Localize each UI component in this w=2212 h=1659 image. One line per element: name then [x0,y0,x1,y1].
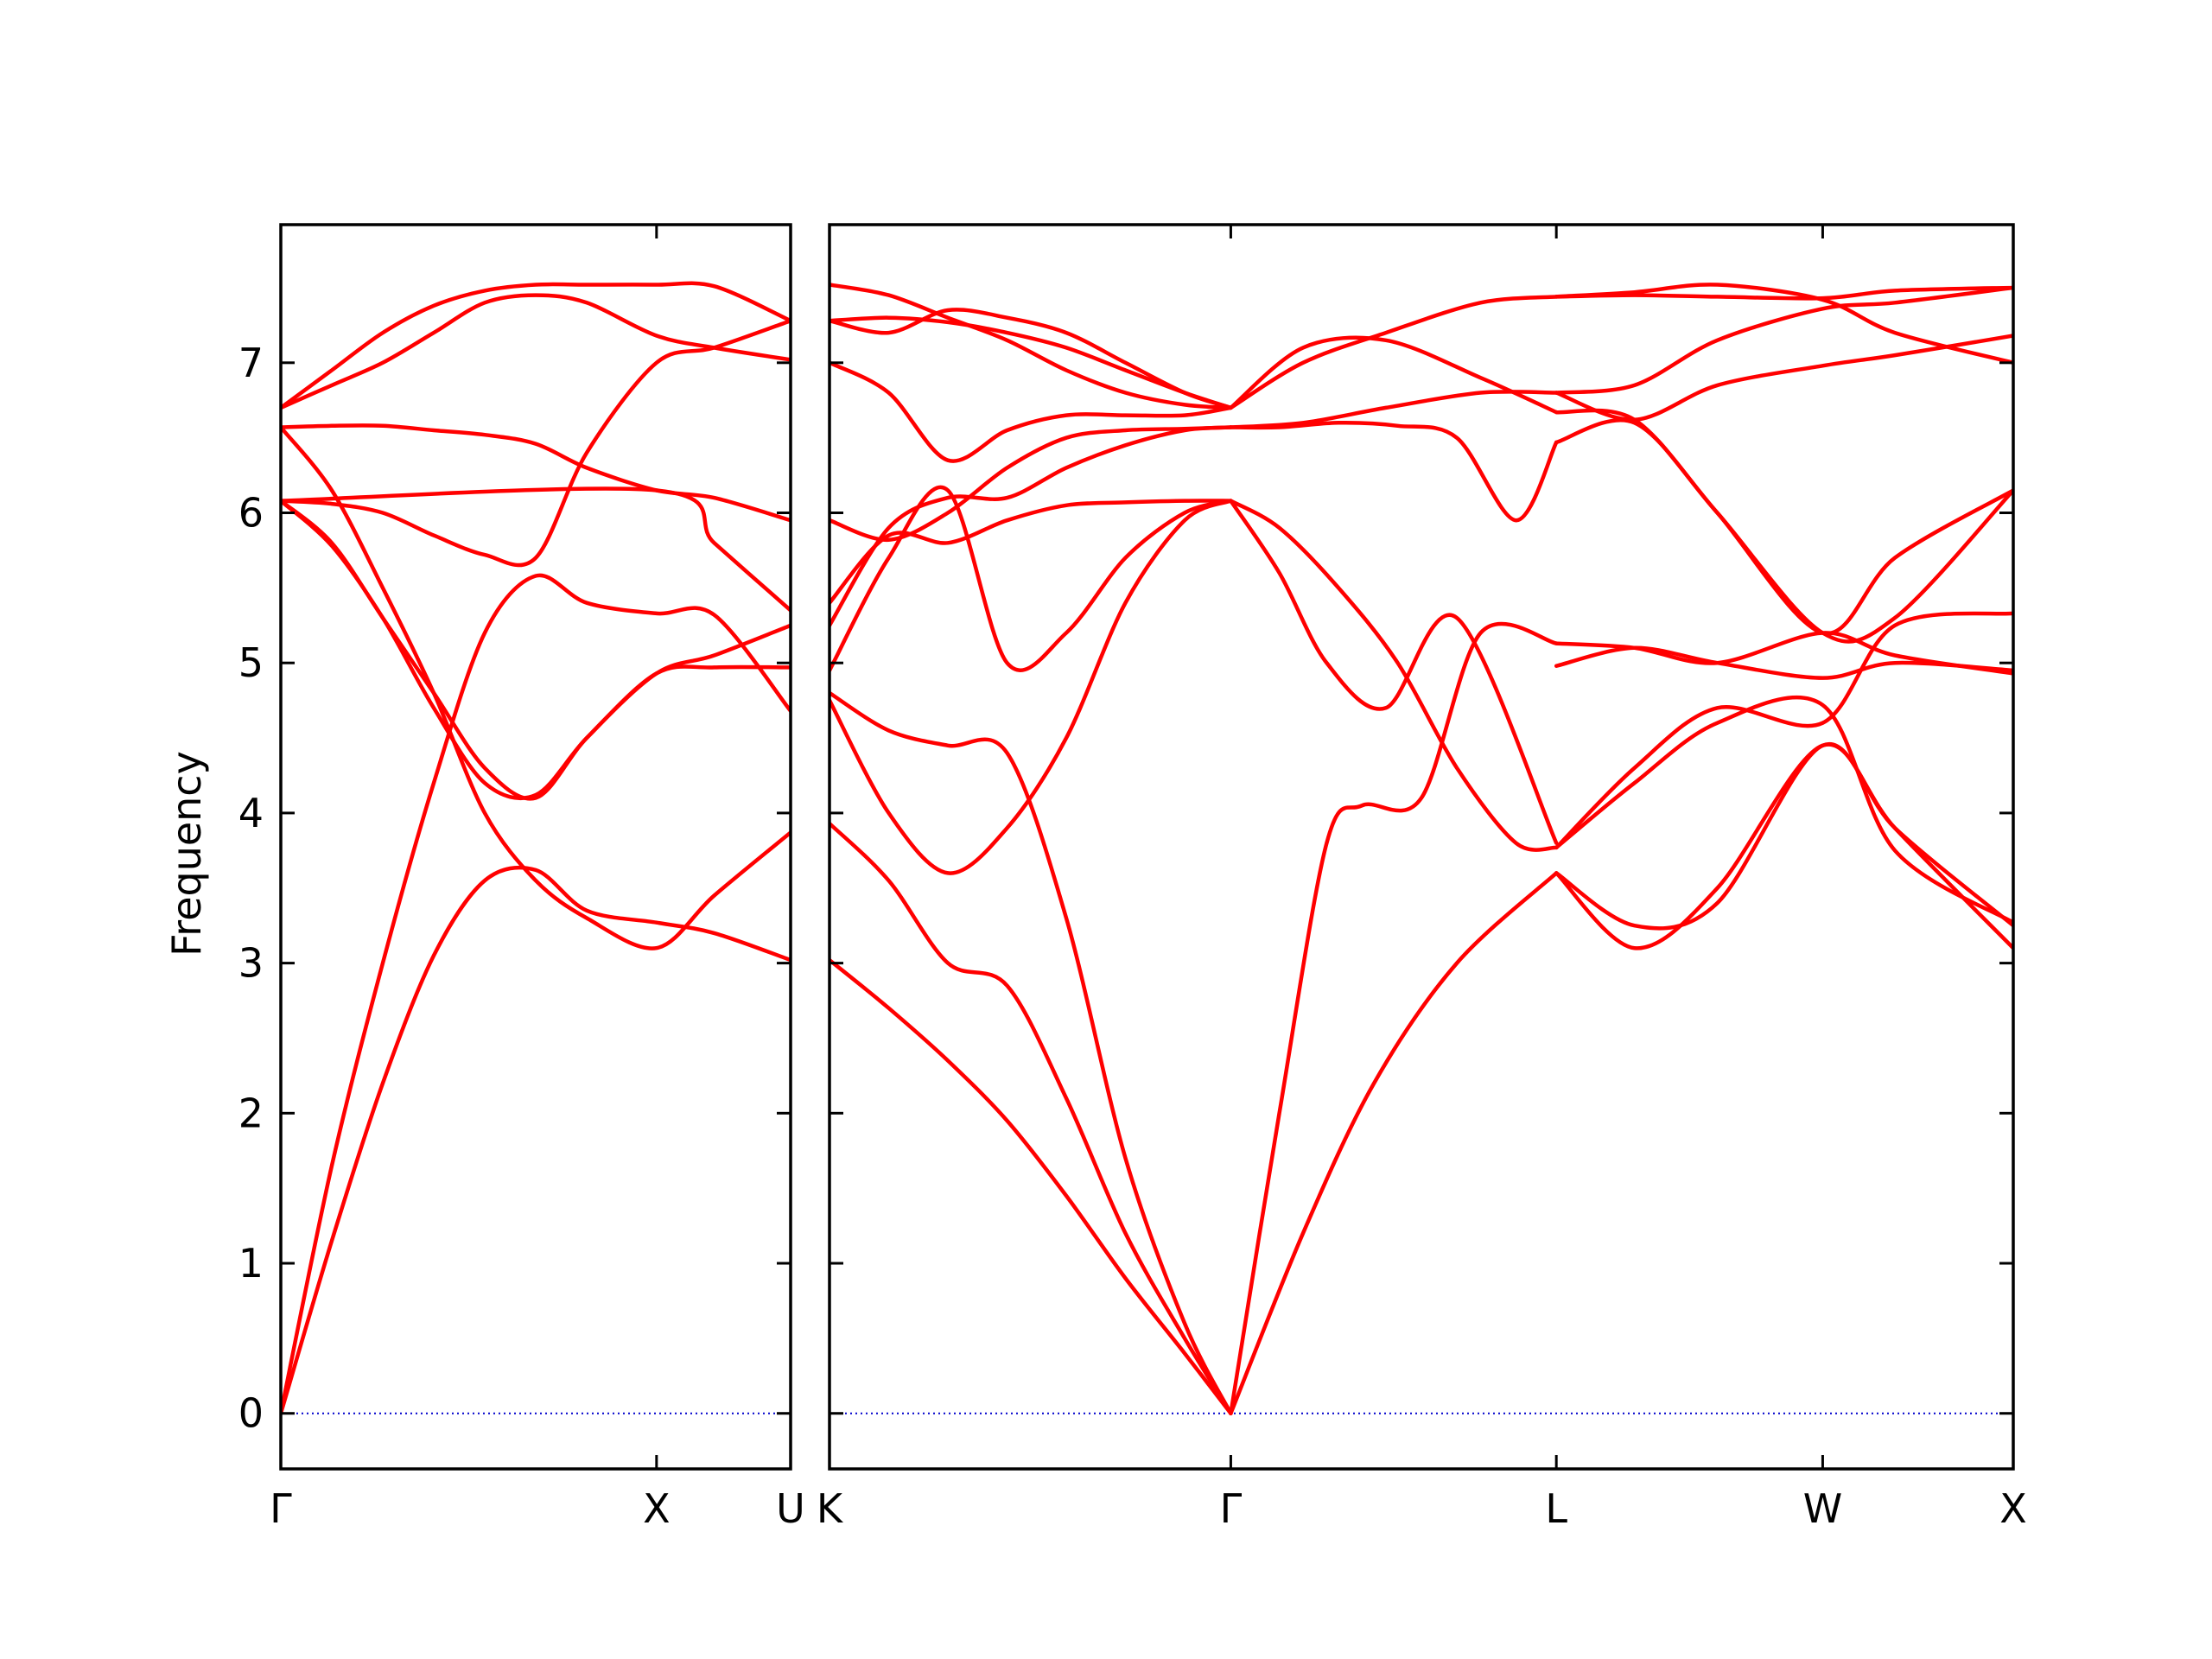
x-tick-label: L [1545,1485,1567,1532]
x-tick-label: Γ [270,1485,292,1532]
y-tick-label: 1 [238,1240,264,1287]
y-tick-label: 6 [238,490,264,537]
band-line-2 [830,821,1233,1415]
band-line-19 [1229,295,1559,410]
y-tick-label: 5 [238,639,264,686]
band-line-16 [1229,499,1559,852]
band-line-23 [1554,695,2013,925]
y-axis-label: Frequency [163,751,210,957]
band-line-12 [830,283,1233,410]
band-line-13 [1229,871,1559,1415]
band-line-17 [1229,420,1559,523]
band-line-29 [1554,334,2013,423]
band-line-6 [281,423,791,523]
band-line-22 [1554,742,2013,950]
x-tick-label: W [1803,1485,1842,1532]
x-tick-label: K [817,1485,844,1532]
band-line-18 [1229,390,1559,429]
band-line-20 [1229,335,1559,415]
panel-gamma-x-u: 0 1 2 3 4 5 6 7 Γ X U [238,223,805,1532]
band-line-8 [830,425,1233,543]
y-tick-label: 3 [238,940,264,987]
x-tick-label: U [776,1485,805,1532]
x-tick-label: X [643,1485,671,1532]
panel-frame [828,223,2015,1471]
bands-group [281,281,791,1415]
band-line-1 [830,957,1233,1415]
band-line-7 [830,499,1233,605]
y-tick-label: 0 [238,1390,264,1437]
band-line-26 [1554,631,2013,676]
band-line-21 [1554,741,2013,931]
band-line-32 [1554,285,2013,301]
x-tick-label: X [1999,1485,2027,1532]
band-line-7 [281,293,791,410]
band-line-14 [1229,621,1559,1415]
band-line-24 [1554,611,2013,850]
bands-group [830,283,2013,1415]
band-line-30 [1554,285,2013,395]
band-line-27 [1554,417,2013,644]
band-line-4 [281,425,791,950]
panel-frame [279,223,792,1471]
y-tick-label: 2 [238,1090,264,1136]
band-line-10 [281,486,791,613]
y-tick-label: 7 [238,340,264,386]
band-line-9 [830,360,1233,463]
band-line-2 [281,573,791,1415]
band-line-1 [281,865,791,1415]
band-line-6 [830,425,1233,628]
band-line-5 [281,318,791,568]
band-line-15 [1229,499,1559,845]
band-line-31 [1554,283,2013,365]
band-line-5 [830,485,1233,673]
y-tick-label: 4 [238,790,264,836]
band-line-4 [830,499,1233,875]
x-tick-label: Γ [1220,1485,1243,1532]
band-line-11 [830,308,1233,410]
panels-layer: 0 1 2 3 4 5 6 7 Γ X U K Γ L W X [238,223,2027,1532]
band-line-8 [281,281,791,410]
band-line-3 [830,690,1233,1415]
band-line-9 [281,499,791,801]
